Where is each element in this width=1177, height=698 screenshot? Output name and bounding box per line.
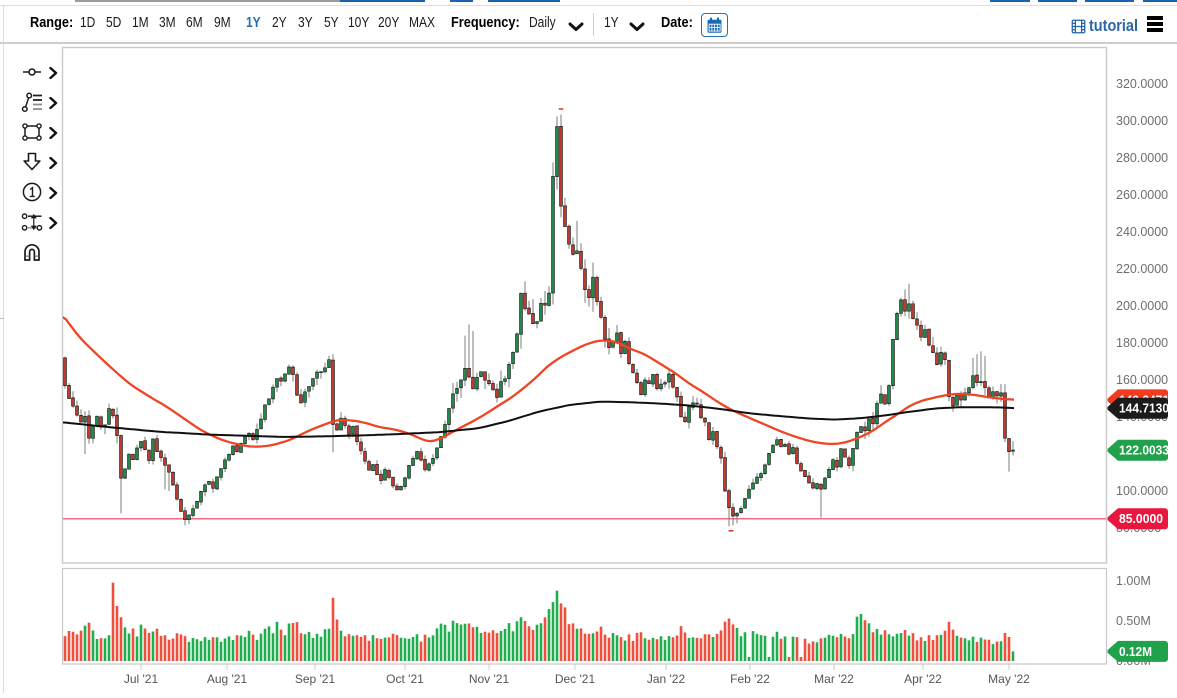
svg-text:260.0000: 260.0000 <box>1116 188 1168 202</box>
svg-text:100.0000: 100.0000 <box>1116 484 1168 498</box>
svg-text:Aug '21: Aug '21 <box>207 672 248 686</box>
svg-text:Apr '22: Apr '22 <box>904 672 942 686</box>
svg-text:280.0000: 280.0000 <box>1116 151 1168 165</box>
svg-text:200.0000: 200.0000 <box>1116 299 1168 313</box>
svg-text:85.0000: 85.0000 <box>1119 512 1163 526</box>
svg-text:300.0000: 300.0000 <box>1116 114 1168 128</box>
svg-text:180.0000: 180.0000 <box>1116 336 1168 350</box>
svg-text:Dec '21: Dec '21 <box>555 672 596 686</box>
svg-text:1.00M: 1.00M <box>1116 574 1151 588</box>
svg-text:Nov '21: Nov '21 <box>469 672 510 686</box>
svg-text:Jan '22: Jan '22 <box>647 672 686 686</box>
svg-text:Mar '22: Mar '22 <box>814 672 854 686</box>
svg-text:0.12M: 0.12M <box>1119 645 1152 659</box>
svg-text:Sep '21: Sep '21 <box>295 672 336 686</box>
svg-text:Feb '22: Feb '22 <box>730 672 770 686</box>
svg-text:Oct '21: Oct '21 <box>386 672 424 686</box>
svg-text:0.50M: 0.50M <box>1116 614 1151 628</box>
svg-text:Jul '21: Jul '21 <box>124 672 159 686</box>
svg-text:144.7130: 144.7130 <box>1119 402 1169 416</box>
svg-text:160.0000: 160.0000 <box>1116 373 1168 387</box>
svg-text:122.0033: 122.0033 <box>1119 444 1169 458</box>
svg-text:320.0000: 320.0000 <box>1116 77 1168 91</box>
svg-text:May '22: May '22 <box>988 672 1030 686</box>
svg-text:240.0000: 240.0000 <box>1116 225 1168 239</box>
svg-text:220.0000: 220.0000 <box>1116 262 1168 276</box>
